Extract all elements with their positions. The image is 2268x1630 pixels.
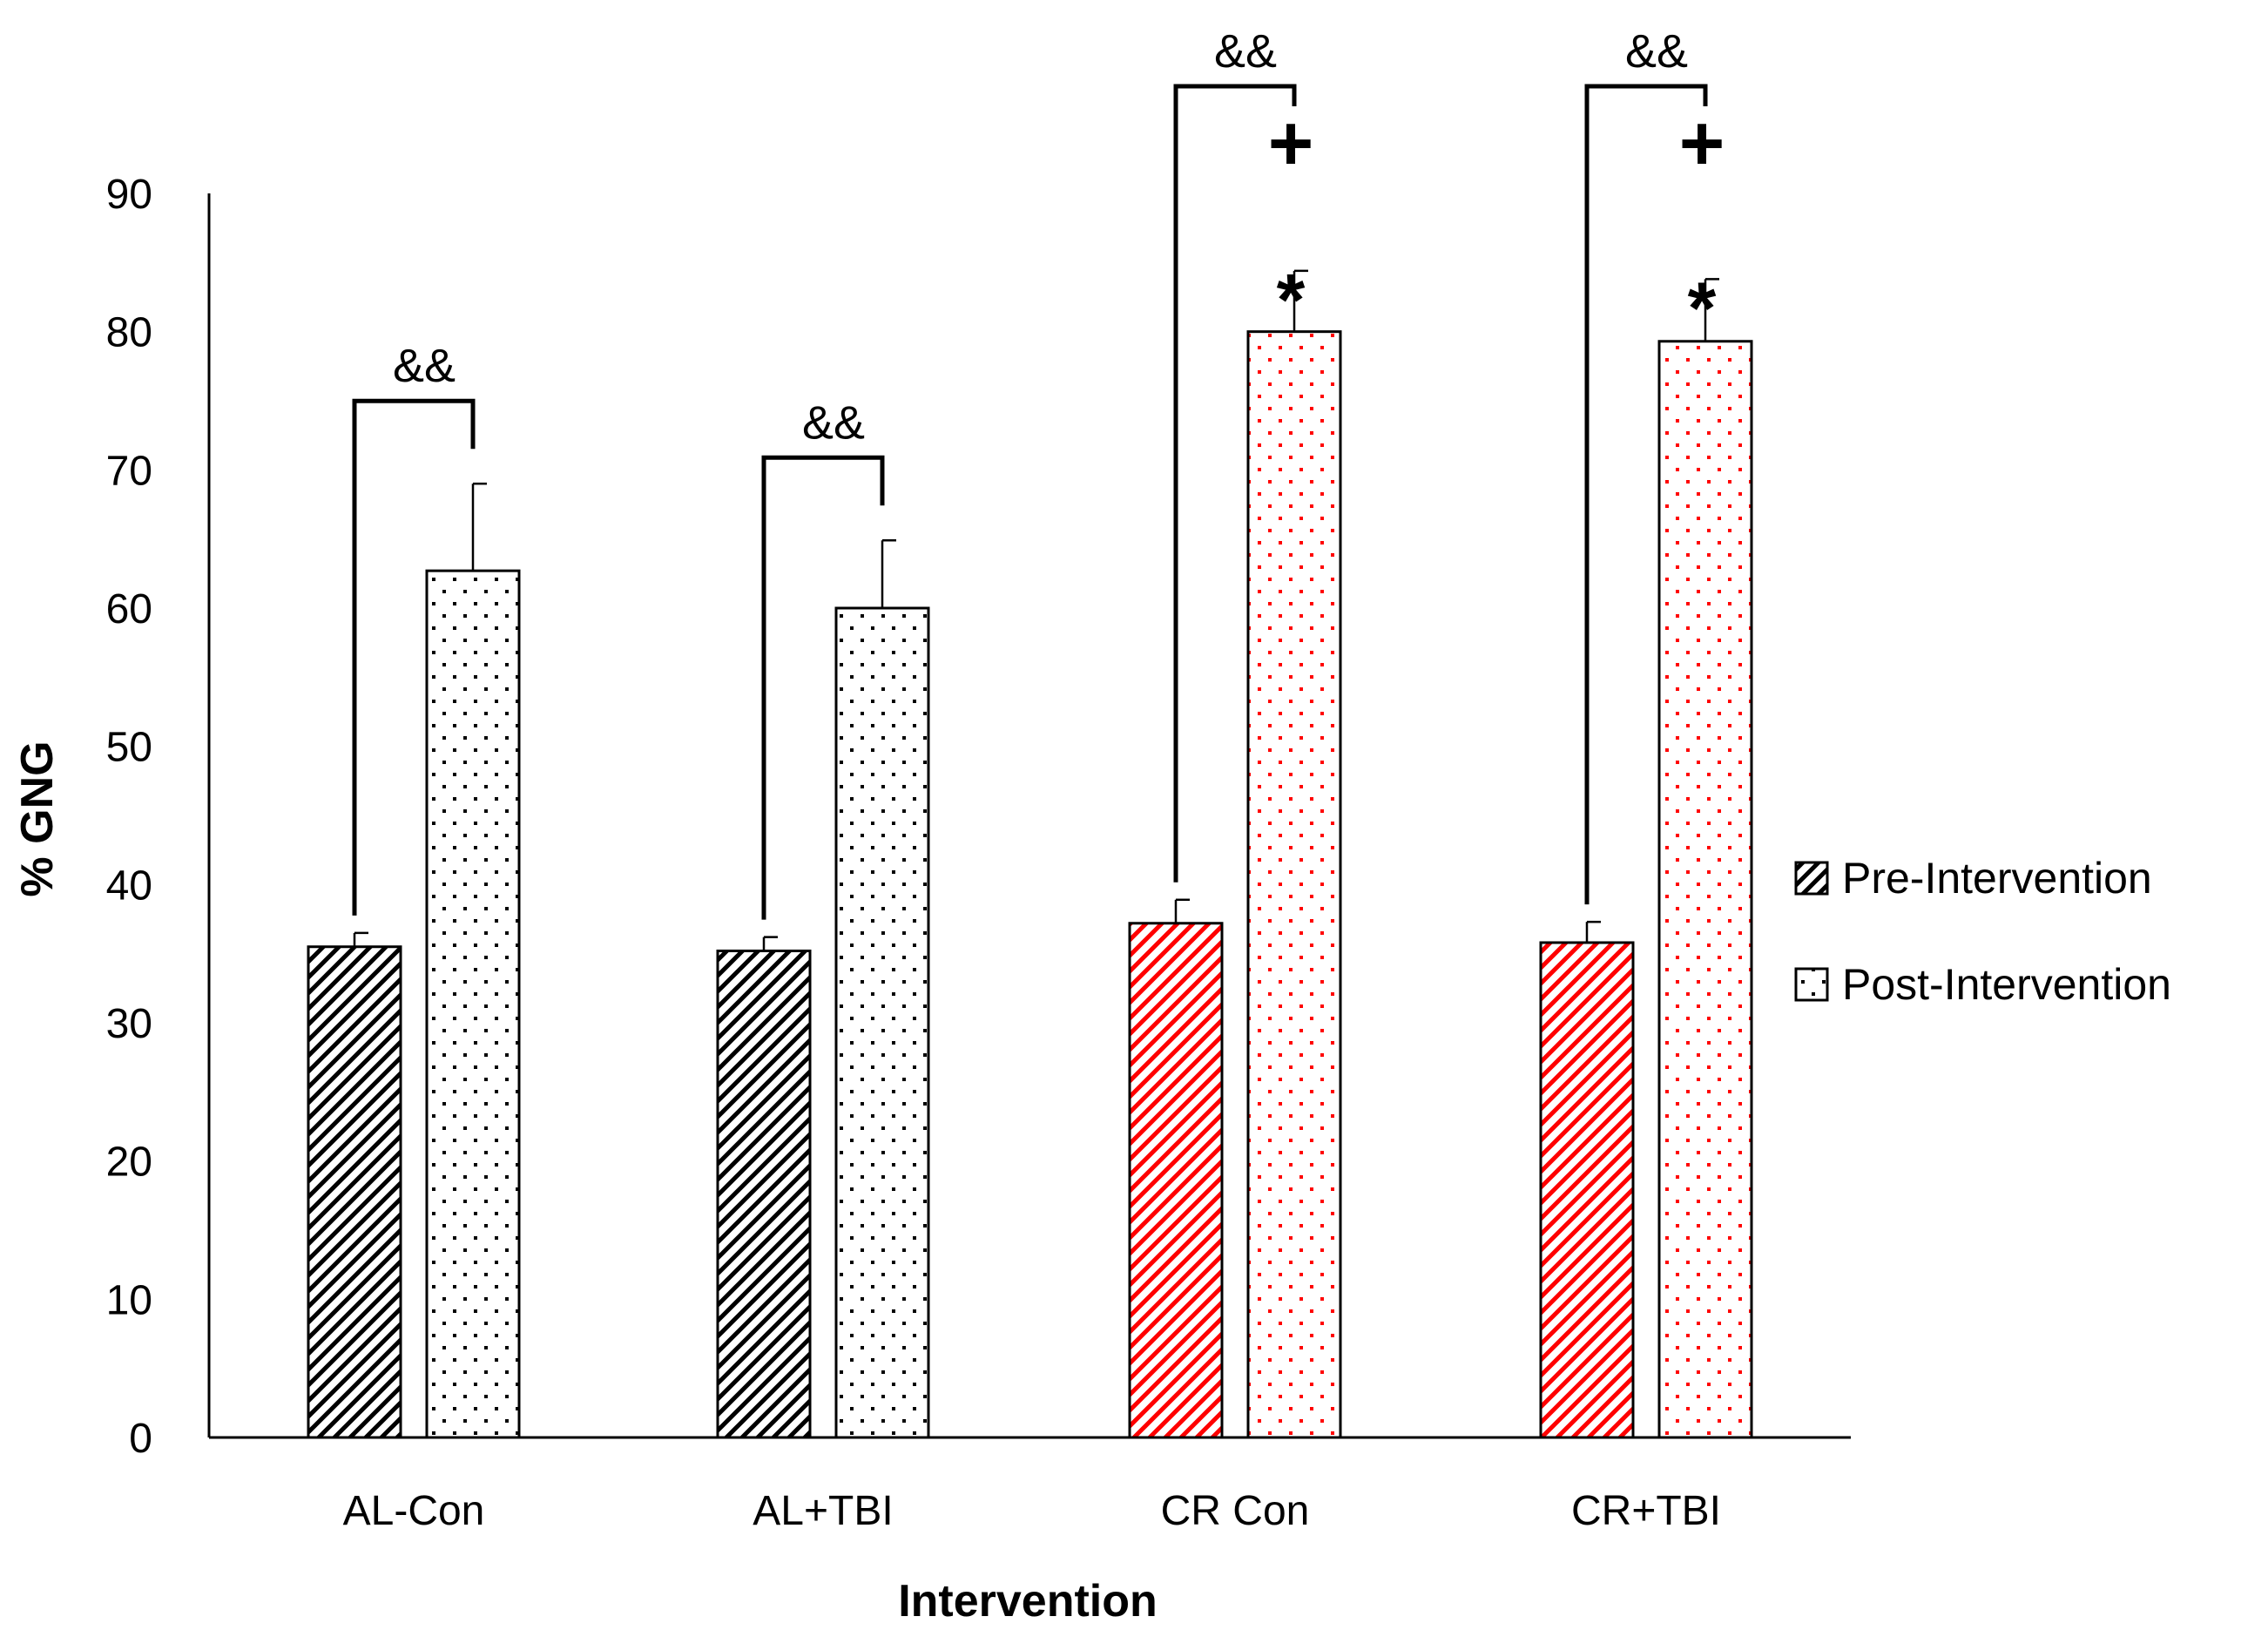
bar [1246,330,1342,1439]
legend-label: Post-Intervention [1842,960,2171,1009]
bracket-label: && [393,340,456,392]
x-tick-label: CR Con [1161,1488,1310,1534]
x-axis-title: Intervention [898,1576,1158,1626]
x-tick-label: AL-Con [343,1488,485,1534]
significance-bracket [352,398,476,916]
y-tick-label: 80 [106,310,152,356]
y-tick-label: 10 [106,1277,152,1323]
y-tick-label: 50 [106,725,152,771]
bar [834,606,930,1439]
y-tick-label: 70 [106,448,152,494]
bracket-label: && [1214,25,1277,78]
significance-bracket [1584,84,1708,905]
y-tick-label: 30 [106,1001,152,1047]
bar [716,949,812,1439]
bar [1128,922,1224,1439]
star-marker: * [1277,259,1306,341]
bar [1657,340,1753,1439]
y-tick-label: 40 [106,862,152,909]
annotations: && && && + * && + * [352,25,1725,920]
legend: Pre-Intervention Post-Intervention [1794,854,2171,1009]
y-tick-label: 0 [129,1416,152,1462]
bar [1539,941,1635,1439]
bar [425,569,521,1439]
bracket-label: && [802,396,865,449]
y-axis-title: % GNG [12,741,63,896]
y-tick-label: 60 [106,586,152,632]
axes: 0 10 20 30 40 50 60 70 80 90 AL-Con AL+TBI CR Con CR+… [106,172,1851,1534]
x-tick-label: CR+TBI [1571,1488,1721,1534]
legend-label: Pre-Intervention [1842,854,2152,903]
x-tick-label: AL+TBI [753,1488,893,1534]
plus-marker: + [1268,100,1314,187]
bracket-label: && [1625,25,1688,78]
legend-swatch [1794,861,1829,896]
bar [307,945,402,1439]
star-marker: * [1688,267,1717,348]
legend-swatch [1794,967,1829,1002]
significance-bracket [1173,84,1297,883]
bars [307,269,1753,1439]
y-tick-label: 20 [106,1140,152,1186]
plus-marker: + [1679,100,1725,187]
y-tick-label: 90 [106,172,152,218]
significance-bracket [761,455,885,920]
